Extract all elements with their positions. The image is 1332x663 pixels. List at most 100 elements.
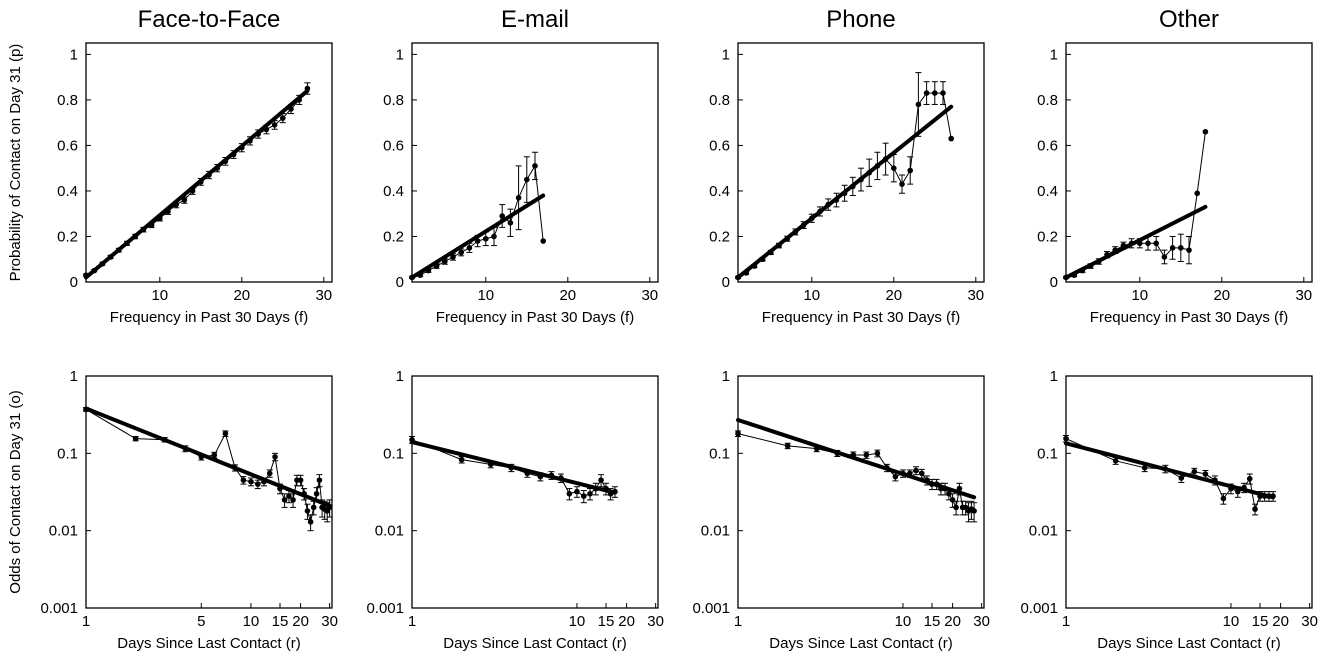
data-point bbox=[1257, 493, 1263, 499]
data-point bbox=[1234, 488, 1241, 495]
y-tick-label: 1 bbox=[396, 46, 404, 63]
data-point bbox=[833, 197, 840, 203]
data-point bbox=[892, 473, 899, 480]
x-tick-label: 15 bbox=[272, 613, 289, 630]
x-axis-label: Frequency in Past 30 Days (f) bbox=[762, 309, 960, 326]
data-point bbox=[266, 470, 273, 477]
data-point bbox=[1220, 495, 1227, 502]
data-point bbox=[1120, 242, 1127, 249]
panel-p3: 10 20 30 0 0.2 0.4 0.6 0.8 1 Phone Frequency in Pa… bbox=[709, 6, 985, 326]
x-axis-label: Frequency in Past 30 Days (f) bbox=[1090, 309, 1288, 326]
data-point bbox=[161, 436, 168, 443]
data-point bbox=[817, 208, 823, 215]
data-point bbox=[776, 242, 782, 249]
panel-p8: 1 10 15 20 30 0.001 0.01 0.1 1 Days Since Last Co… bbox=[1020, 368, 1318, 652]
data-point bbox=[1266, 493, 1272, 499]
y-tick-label: 0.01 bbox=[1029, 523, 1058, 540]
data-point bbox=[499, 213, 506, 219]
data-point bbox=[248, 478, 254, 485]
y-axis-label: Probability of Contact on Day 31 (p) bbox=[7, 44, 24, 282]
y-tick-label: 0.4 bbox=[1037, 183, 1058, 200]
y-tick-label: 0.001 bbox=[366, 600, 404, 617]
data-point bbox=[326, 504, 333, 511]
y-tick-label: 0.4 bbox=[383, 183, 404, 200]
data-point bbox=[1079, 267, 1086, 274]
x-tick-label: 15 bbox=[924, 613, 941, 630]
data-point bbox=[286, 493, 292, 499]
data-point bbox=[132, 435, 139, 442]
data-point bbox=[1104, 251, 1110, 258]
data-point bbox=[211, 452, 218, 458]
data-point bbox=[182, 445, 189, 452]
data-point bbox=[906, 470, 913, 477]
data-point bbox=[524, 470, 531, 477]
data-point bbox=[956, 485, 963, 492]
plot-frame bbox=[411, 42, 659, 283]
y-tick-label: 0.01 bbox=[701, 523, 730, 540]
y-tick-label: 0.1 bbox=[57, 445, 78, 462]
x-axis-label: Frequency in Past 30 Days (f) bbox=[436, 309, 634, 326]
data-point bbox=[953, 504, 959, 511]
data-point bbox=[915, 101, 922, 108]
data-point bbox=[232, 465, 238, 471]
y-tick-label: 0.6 bbox=[709, 137, 730, 154]
data-point bbox=[281, 497, 288, 503]
plot-frame bbox=[1065, 42, 1313, 283]
y-tick-label: 0.01 bbox=[49, 523, 78, 540]
data-point bbox=[540, 238, 546, 244]
data-point bbox=[784, 235, 790, 242]
observed-line bbox=[737, 433, 975, 512]
data-point bbox=[222, 158, 229, 165]
panel-p2: 10 20 30 0 0.2 0.4 0.6 0.8 1 E-mail Frequency in P… bbox=[383, 6, 659, 326]
y-tick-label: 0.4 bbox=[57, 183, 78, 200]
data-point bbox=[1228, 485, 1234, 492]
data-point bbox=[907, 167, 913, 174]
data-point bbox=[280, 115, 286, 121]
data-point bbox=[971, 508, 977, 514]
data-point bbox=[198, 454, 205, 460]
data-point bbox=[735, 430, 741, 437]
x-axis-label: Days Since Last Contact (r) bbox=[1097, 635, 1280, 652]
y-tick-label: 0 bbox=[70, 274, 78, 291]
data-point bbox=[1063, 274, 1069, 281]
data-point bbox=[1252, 506, 1258, 512]
data-point bbox=[743, 270, 749, 276]
data-point bbox=[409, 436, 415, 443]
data-point bbox=[929, 481, 935, 487]
y-tick-label: 1 bbox=[722, 46, 730, 63]
data-point bbox=[918, 470, 925, 477]
data-point bbox=[277, 485, 283, 492]
data-point bbox=[83, 406, 89, 413]
data-point bbox=[863, 452, 870, 458]
data-point bbox=[825, 201, 831, 208]
x-tick-label: 20 bbox=[618, 613, 635, 630]
y-tick-label: 0.01 bbox=[375, 523, 404, 540]
data-point bbox=[1153, 240, 1159, 247]
data-point bbox=[574, 488, 580, 495]
x-tick-label: 10 bbox=[803, 287, 820, 304]
data-point bbox=[813, 445, 820, 452]
y-axis-label: Odds of Contact on Day 31 (o) bbox=[7, 390, 24, 593]
x-axis-label: Days Since Last Contact (r) bbox=[117, 635, 300, 652]
data-point bbox=[1178, 245, 1184, 251]
x-axis-label: Days Since Last Contact (r) bbox=[769, 635, 952, 652]
data-point bbox=[1178, 475, 1185, 481]
data-point bbox=[938, 485, 944, 492]
data-point bbox=[288, 106, 294, 112]
data-point bbox=[1161, 254, 1168, 260]
y-tick-label: 1 bbox=[1050, 368, 1058, 385]
x-tick-label: 30 bbox=[647, 613, 664, 630]
data-point bbox=[307, 519, 314, 525]
x-tick-label: 30 bbox=[1301, 613, 1318, 630]
data-point bbox=[940, 90, 946, 96]
y-tick-label: 0.001 bbox=[1020, 600, 1058, 617]
data-point bbox=[181, 197, 188, 203]
data-point bbox=[946, 490, 952, 497]
data-point bbox=[458, 249, 465, 256]
y-tick-label: 0.001 bbox=[692, 600, 730, 617]
x-tick-label: 30 bbox=[967, 287, 984, 304]
data-point bbox=[254, 481, 261, 487]
x-tick-label: 5 bbox=[197, 613, 205, 630]
x-tick-label: 30 bbox=[321, 613, 338, 630]
